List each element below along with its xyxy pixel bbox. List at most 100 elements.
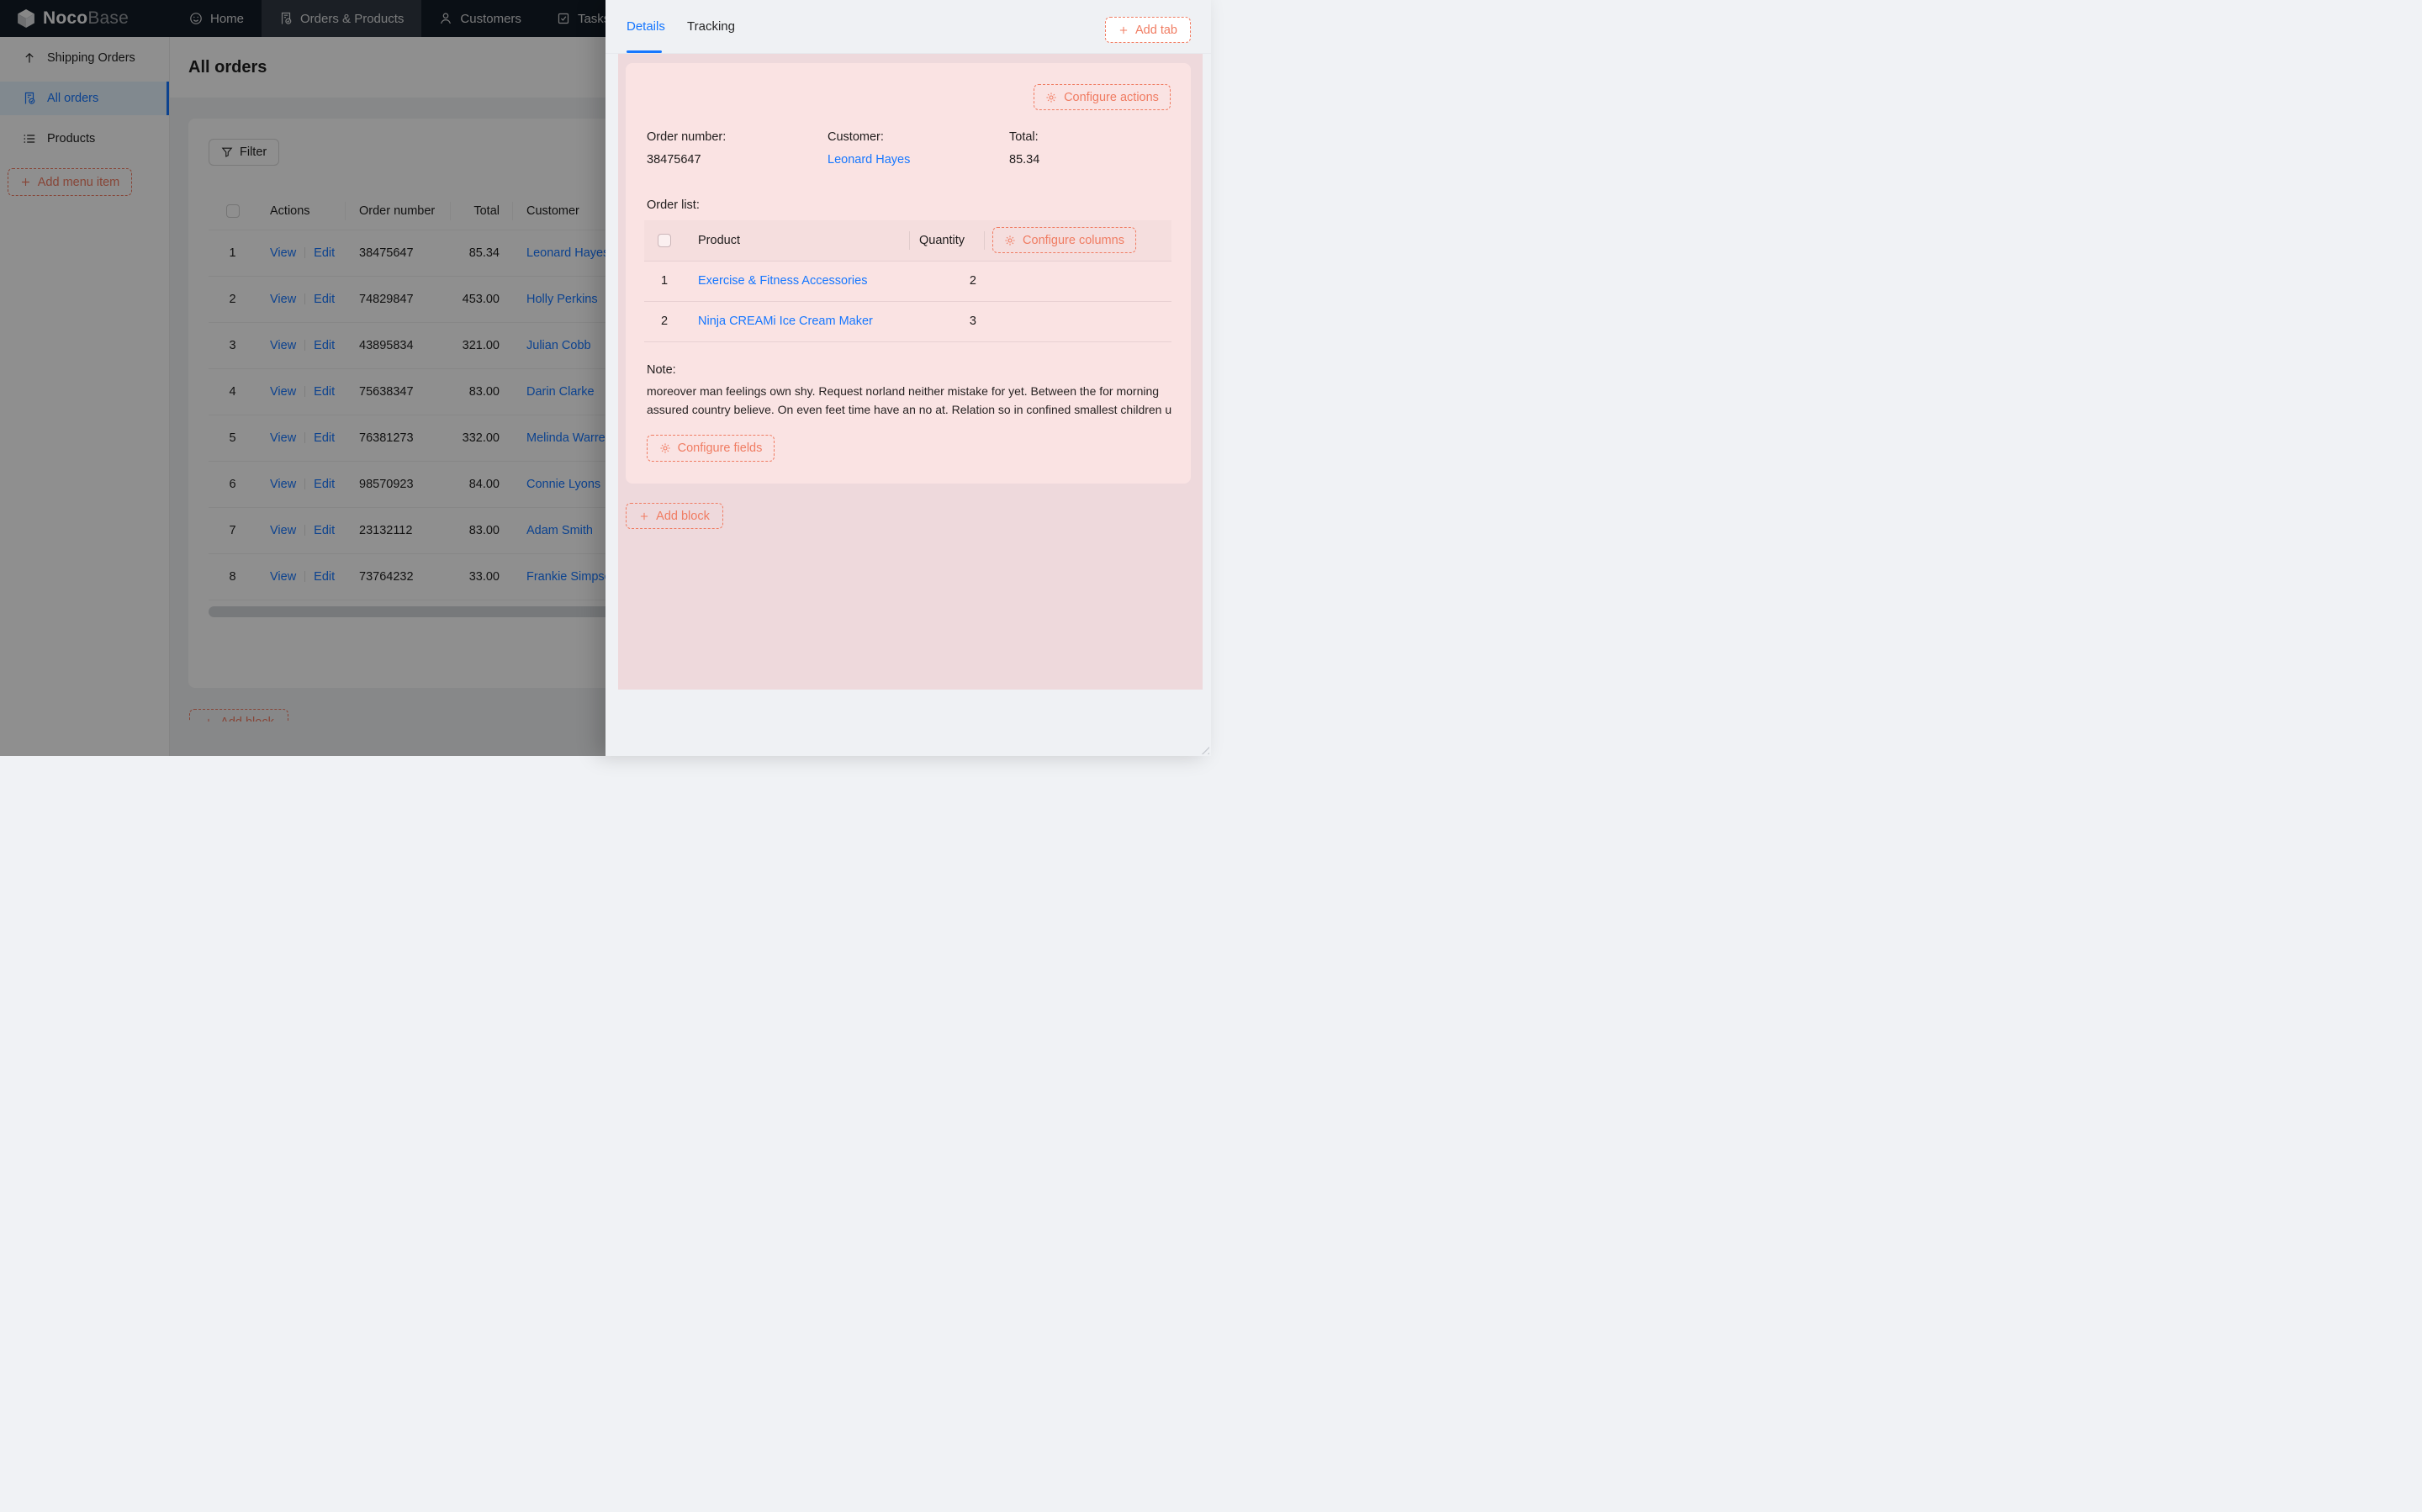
customer-link[interactable]: Darin Clarke	[526, 384, 595, 399]
drawer-mask[interactable]	[0, 0, 606, 756]
column-header-actions[interactable]: Actions	[256, 193, 346, 230]
quantity-cell: 2	[910, 261, 985, 302]
drawer-resize-handle-icon[interactable]	[1198, 743, 1209, 754]
total-cell: 33.00	[451, 553, 513, 600]
product-cell: Exercise & Fitness Accessories	[685, 261, 910, 302]
sidebar-item-label: Shipping Orders	[47, 51, 135, 65]
divider	[304, 246, 306, 258]
configure-actions-button[interactable]: Configure actions	[1034, 84, 1171, 110]
edit-link[interactable]: Edit	[314, 246, 336, 260]
customer-link[interactable]: Frankie Simpson	[526, 569, 618, 584]
drawer-tab-content: Configure actions Order number: 38475647 C…	[618, 54, 1203, 690]
row-index: 5	[209, 415, 256, 462]
column-header-product[interactable]: Product	[685, 220, 910, 262]
note-text: moreover man feelings own shy. Request n…	[647, 384, 1172, 416]
order-number-cell: 43895834	[346, 322, 451, 369]
edit-link[interactable]: Edit	[314, 569, 336, 584]
add-block-button[interactable]: Add block	[189, 709, 288, 722]
quantity-cell: 3	[910, 301, 985, 342]
customer-link[interactable]: Melinda Warren	[526, 431, 612, 445]
total-cell: 85.34	[451, 230, 513, 277]
filter-icon	[221, 146, 233, 158]
edit-link[interactable]: Edit	[314, 292, 336, 306]
sidebar-item-shipping-orders[interactable]: Shipping Orders	[0, 41, 169, 75]
view-link[interactable]: View	[270, 431, 297, 445]
smile-icon	[189, 12, 203, 25]
order-number-cell: 76381273	[346, 415, 451, 462]
filter-button[interactable]: Filter	[209, 139, 280, 166]
plus-icon	[639, 511, 649, 521]
column-header-total[interactable]: Total	[451, 193, 513, 230]
total-cell: 83.00	[451, 368, 513, 415]
logo-text: NocoBase	[43, 8, 129, 28]
column-header-quantity[interactable]: Quantity	[910, 220, 985, 262]
view-link[interactable]: View	[270, 384, 297, 399]
customer-link[interactable]: Adam Smith	[526, 523, 593, 537]
product-link[interactable]: Exercise & Fitness Accessories	[698, 274, 868, 288]
add-block-button-clipped: Add block	[189, 709, 288, 722]
nav-item-tasks[interactable]: Tasks	[539, 0, 627, 37]
field-value-link[interactable]: Leonard Hayes	[828, 153, 911, 167]
configure-fields-button[interactable]: Configure fields	[647, 435, 775, 462]
add-block-button[interactable]: Add block	[626, 503, 723, 529]
edit-link[interactable]: Edit	[314, 384, 336, 399]
customer-link[interactable]: Julian Cobb	[526, 338, 591, 352]
plus-icon	[20, 177, 31, 188]
order-list-row: 2 Ninja CREAMi Ice Cream Maker 3	[644, 301, 1171, 342]
row-index: 6	[209, 461, 256, 508]
field-label: Order number:	[647, 130, 727, 144]
nocobase-logo[interactable]: NocoBase	[17, 8, 129, 29]
customer-link[interactable]: Leonard Hayes	[526, 246, 610, 260]
edit-link[interactable]: Edit	[314, 338, 336, 352]
row-index: 7	[209, 507, 256, 554]
detail-field-total: Total: 85.34	[1009, 130, 1168, 167]
active-tab-indicator	[627, 50, 662, 53]
view-link[interactable]: View	[270, 523, 297, 537]
edit-link[interactable]: Edit	[314, 431, 336, 445]
add-tab-button[interactable]: Add tab	[1105, 17, 1191, 43]
nav-item-label: Home	[210, 11, 245, 26]
order-list-table: Product Quantity Configure columns	[644, 220, 1171, 342]
nav-item-customers[interactable]: Customers	[421, 0, 539, 37]
order-list-row: 1 Exercise & Fitness Accessories 2	[644, 261, 1171, 302]
nav-item-home[interactable]: Home	[172, 0, 262, 37]
view-link[interactable]: View	[270, 338, 297, 352]
field-value: 38475647	[647, 153, 701, 167]
product-cell: Ninja CREAMi Ice Cream Maker	[685, 301, 910, 342]
product-link[interactable]: Ninja CREAMi Ice Cream Maker	[698, 315, 873, 328]
column-header-order-number[interactable]: Order number	[346, 193, 451, 230]
page-title: All orders	[188, 57, 267, 77]
order-list-label: Order list:	[647, 198, 700, 212]
add-menu-item-button[interactable]: Add menu item	[8, 168, 132, 196]
row-actions: View Edit	[256, 507, 346, 554]
customer-link[interactable]: Holly Perkins	[526, 292, 598, 306]
view-link[interactable]: View	[270, 246, 297, 260]
configure-columns-button[interactable]: Configure columns	[992, 227, 1136, 254]
sidebar-item-label: Products	[47, 132, 96, 145]
tab-details[interactable]: Details	[627, 19, 665, 34]
select-all-checkbox[interactable]	[658, 233, 671, 247]
row-actions: View Edit	[256, 415, 346, 462]
divider	[304, 431, 306, 443]
sidebar-item-products[interactable]: Products	[0, 122, 169, 156]
order-details-drawer: Details Tracking Add tab Configure actio…	[606, 0, 1211, 756]
tab-tracking[interactable]: Tracking	[687, 19, 735, 34]
gear-icon	[1004, 235, 1016, 246]
view-link[interactable]: View	[270, 292, 297, 306]
row-actions: View Edit	[256, 461, 346, 508]
nav-item-orders-products[interactable]: Orders & Products	[262, 0, 422, 37]
detail-fields: Order number: 38475647 Customer: Leonard Ha…	[647, 130, 1168, 167]
plus-icon	[1118, 25, 1129, 35]
sidebar-item-all-orders[interactable]: All orders	[0, 82, 169, 115]
total-cell: 453.00	[451, 276, 513, 323]
view-link[interactable]: View	[270, 569, 297, 584]
empty-cell	[985, 261, 1171, 302]
edit-link[interactable]: Edit	[314, 477, 336, 491]
detail-field-order-number: Order number: 38475647	[647, 130, 828, 167]
customer-link[interactable]: Connie Lyons	[526, 477, 601, 491]
view-link[interactable]: View	[270, 477, 297, 491]
select-all-checkbox[interactable]	[225, 204, 240, 218]
edit-link[interactable]: Edit	[314, 523, 336, 537]
divider	[304, 570, 306, 582]
active-indicator	[167, 82, 169, 115]
